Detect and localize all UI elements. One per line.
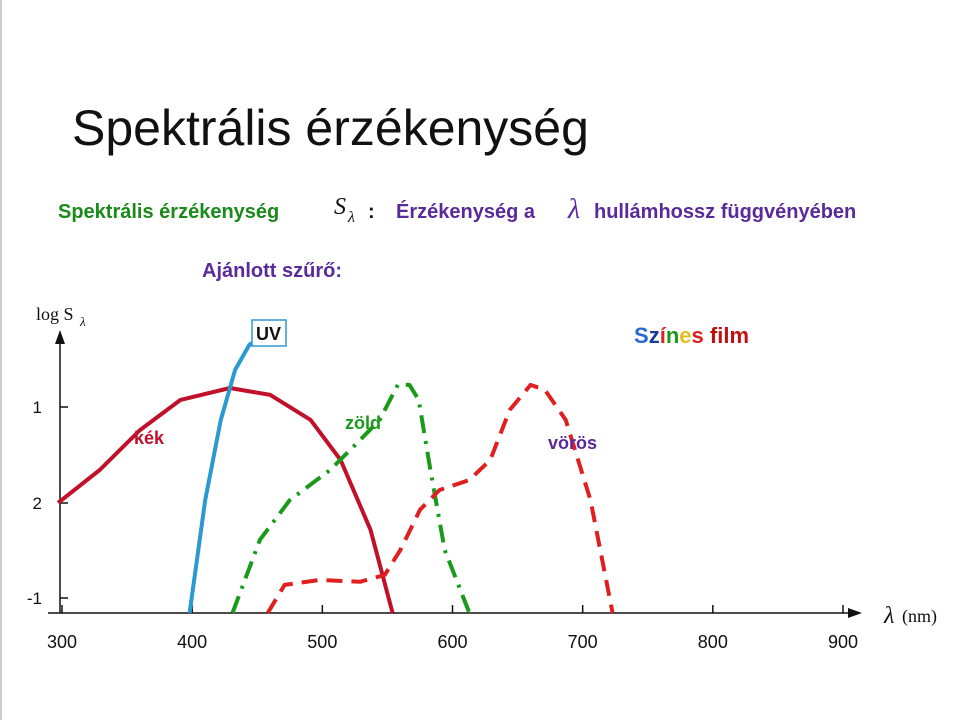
- series-line: [265, 382, 615, 615]
- y-axis-arrow: [55, 330, 65, 344]
- x-tick-label: 900: [828, 632, 858, 652]
- series-label: kék: [134, 428, 165, 448]
- y-tick-label: 1: [33, 398, 42, 417]
- y-tick-label: -1: [27, 589, 42, 608]
- slide-title: Spektrális érzékenység: [72, 100, 589, 156]
- series-label: zöld: [345, 413, 381, 433]
- symbol: S: [334, 194, 346, 220]
- y-axis-label-sub: λ: [79, 314, 86, 329]
- x-tick-label: 400: [177, 632, 207, 652]
- y-axis-label: log S: [36, 304, 74, 324]
- series-label: UV: [256, 324, 281, 344]
- x-axis-unit: (nm): [902, 606, 937, 627]
- x-tick-label: 800: [698, 632, 728, 652]
- series-line: [230, 382, 472, 614]
- series-line: [56, 386, 395, 614]
- x-tick-label: 700: [568, 632, 598, 652]
- x-tick-label: 600: [437, 632, 467, 652]
- filter-heading: Ajánlott szűrő:: [202, 260, 342, 282]
- x-axis-arrow: [848, 608, 862, 618]
- colon: :: [368, 201, 375, 223]
- subtitle-text: Érzékenység a: [396, 200, 536, 223]
- x-axis-symbol: λ: [883, 603, 894, 629]
- series-label: vörös: [548, 433, 597, 453]
- label-box: [251, 319, 287, 347]
- y-tick-label: 2: [33, 494, 42, 513]
- film-label: Színes film: [634, 323, 749, 348]
- lambda: λ: [567, 194, 580, 225]
- x-tick-label: 300: [47, 632, 77, 652]
- subtitle-text: hullámhossz függvényében: [594, 201, 856, 223]
- symbol-sub: λ: [347, 209, 355, 226]
- subtitle-term: Spektrális érzékenység: [58, 201, 279, 223]
- x-tick-label: 500: [307, 632, 337, 652]
